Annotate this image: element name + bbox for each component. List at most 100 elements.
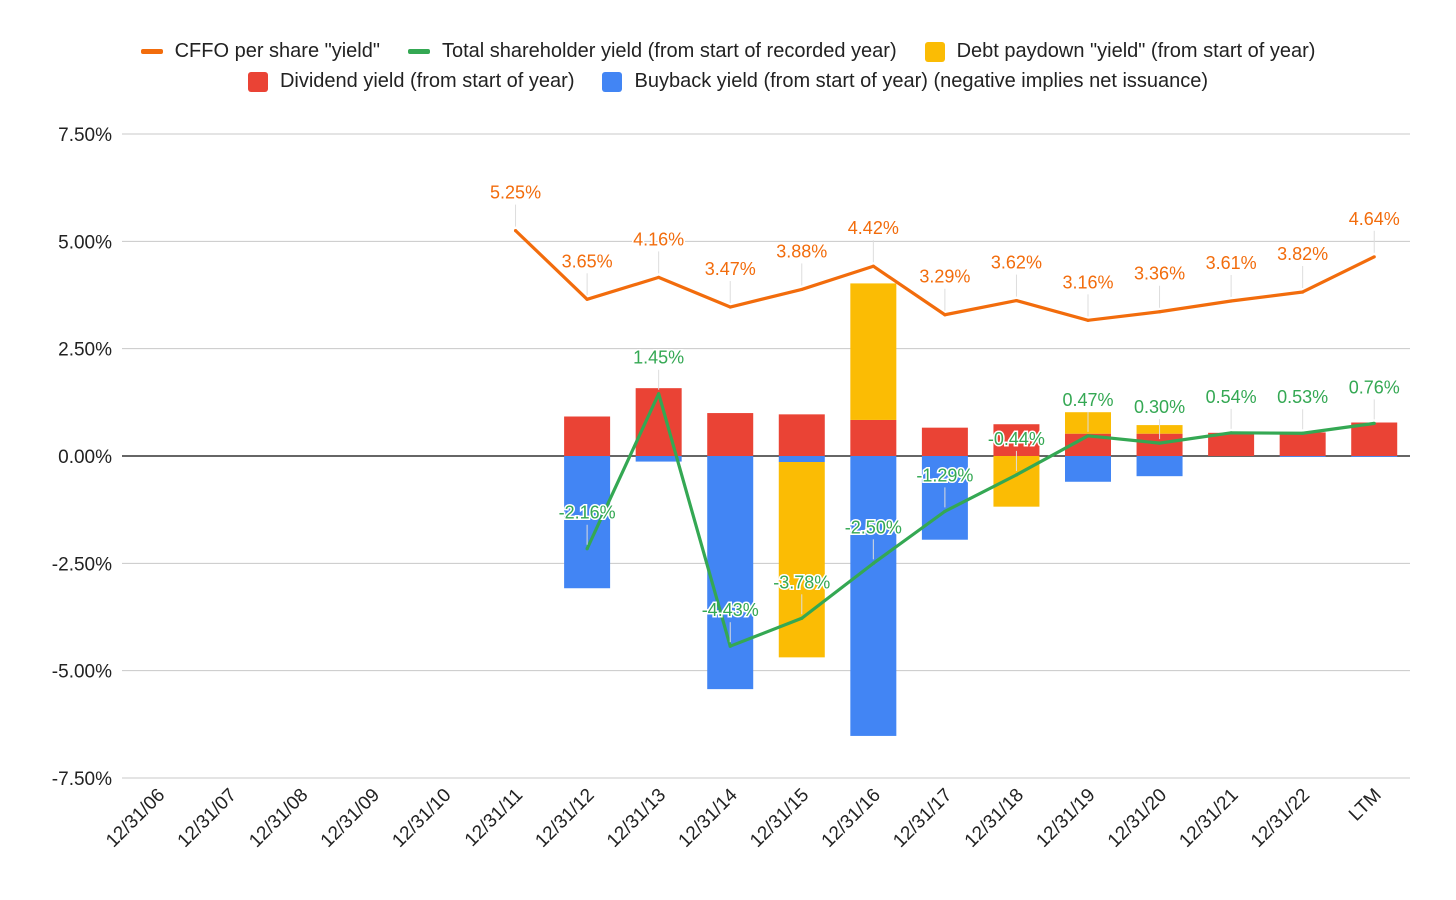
- data-label-cffo: 3.65%: [562, 251, 613, 271]
- legend-row-2: Dividend yield (from start of year) Buyb…: [0, 70, 1456, 93]
- point-cffo: [513, 229, 518, 233]
- data-label-cffo: 3.61%: [1206, 253, 1257, 273]
- bar-dividend: [921, 427, 968, 456]
- bar-buyback: [707, 456, 754, 690]
- data-label-cffo: 4.42%: [848, 218, 899, 238]
- point-cffo: [943, 313, 947, 317]
- data-label-cffo: 3.88%: [776, 241, 827, 261]
- data-label-cffo: 3.29%: [919, 267, 970, 287]
- legend-item-debt[interactable]: Debt paydown "yield" (from start of year…: [924, 40, 1316, 63]
- bar-dividend: [993, 424, 1040, 456]
- point-total: [1157, 441, 1162, 445]
- bars-group: [564, 283, 1398, 736]
- bar-buyback: [1279, 456, 1326, 457]
- bar-dividend: [707, 413, 754, 456]
- data-label-total: -2.16%: [559, 503, 616, 523]
- x-tick-label: 12/31/07: [174, 785, 241, 852]
- x-tick-label: 12/31/06: [102, 785, 169, 852]
- point-total: [871, 561, 875, 565]
- legend-item-cffo[interactable]: CFFO per share "yield": [140, 40, 380, 63]
- bar-buyback: [1351, 456, 1398, 457]
- x-tick-label: 12/31/20: [1104, 785, 1171, 852]
- x-tick-label: LTM: [1345, 785, 1386, 826]
- point-total: [800, 616, 804, 620]
- data-label-cffo: 4.16%: [633, 229, 684, 249]
- data-label-total: 1.45%: [633, 348, 684, 368]
- point-total: [657, 392, 661, 396]
- x-tick-label: 12/31/15: [746, 785, 813, 852]
- legend-label-debt: Debt paydown "yield" (from start of year…: [956, 40, 1316, 62]
- legend-swatch-cffo: [140, 49, 163, 54]
- legend-item-total[interactable]: Total shareholder yield (from start of r…: [407, 40, 897, 63]
- x-tick-label: 12/31/08: [245, 785, 312, 852]
- data-label-total: -2.50%: [845, 517, 902, 537]
- data-label-total: 0.53%: [1277, 387, 1328, 407]
- point-cffo: [1014, 298, 1019, 303]
- legend-item-buyback[interactable]: Buyback yield (from start of year) (nega…: [602, 70, 1208, 93]
- data-label-cffo: 3.47%: [705, 259, 756, 279]
- legend-row-1: CFFO per share "yield" Total shareholder…: [0, 40, 1456, 63]
- bar-debt: [850, 283, 897, 420]
- point-cffo: [871, 264, 875, 268]
- bar-buyback: [778, 456, 825, 463]
- bar-dividend: [778, 414, 825, 456]
- point-cffo: [1157, 310, 1162, 314]
- data-label-total: -0.44%: [988, 429, 1045, 449]
- data-label-total: -1.29%: [916, 465, 973, 485]
- y-tick-label: 2.50%: [58, 340, 112, 361]
- point-total: [1014, 473, 1019, 477]
- x-tick-label: 12/31/11: [461, 785, 527, 851]
- line-total: [585, 392, 1375, 648]
- x-tick-label: 12/31/14: [675, 784, 742, 851]
- legend-swatch-debt: [924, 41, 945, 62]
- data-label-total: 0.76%: [1349, 377, 1400, 397]
- point-cffo: [800, 287, 804, 292]
- y-tick-label: -7.50%: [52, 769, 112, 790]
- x-tick-label: 12/31/22: [1247, 785, 1314, 852]
- data-label-cffo: 3.82%: [1277, 244, 1328, 264]
- legend-label-buyback: Buyback yield (from start of year) (nega…: [634, 70, 1209, 92]
- data-label-total: 0.54%: [1206, 387, 1257, 407]
- point-cffo: [585, 297, 589, 301]
- bar-debt: [778, 462, 825, 658]
- point-total: [1372, 421, 1376, 425]
- bar-buyback: [850, 456, 897, 736]
- x-tick-label: 12/31/09: [317, 785, 384, 852]
- data-label-total: 0.47%: [1062, 390, 1113, 410]
- y-tick-label: 0.00%: [58, 447, 112, 468]
- legend-swatch-buyback: [602, 71, 623, 92]
- data-label-total: 0.30%: [1134, 397, 1185, 417]
- x-tick-label: 12/31/12: [531, 785, 598, 852]
- point-total: [1301, 431, 1305, 435]
- point-cffo: [1086, 318, 1090, 322]
- data-label-total: -4.43%: [702, 600, 759, 620]
- y-tick-label: 5.00%: [58, 232, 112, 253]
- bar-buyback: [564, 456, 611, 589]
- y-tick-label: 7.50%: [58, 125, 112, 146]
- point-total: [943, 509, 947, 513]
- bar-buyback: [635, 456, 682, 462]
- point-total: [1229, 431, 1233, 435]
- legend-label-total: Total shareholder yield (from start of r…: [441, 40, 897, 62]
- bar-buyback: [1065, 456, 1111, 482]
- point-cffo: [657, 275, 661, 279]
- data-label-cffo: 3.62%: [991, 253, 1042, 273]
- x-tick-label: 12/31/21: [1175, 785, 1242, 852]
- y-tick-label: -5.00%: [52, 662, 112, 683]
- point-total: [1086, 434, 1090, 438]
- x-tick-label: 12/31/18: [961, 785, 1028, 852]
- point-cffo: [728, 305, 732, 309]
- legend-item-dividend[interactable]: Dividend yield (from start of year): [247, 70, 575, 93]
- x-tick-label: 12/31/17: [889, 785, 956, 852]
- x-tick-label: 12/31/13: [603, 785, 670, 852]
- point-cffo: [1301, 290, 1305, 294]
- bar-dividend: [1136, 433, 1183, 456]
- point-total: [585, 547, 589, 551]
- bar-dividend: [1279, 432, 1326, 456]
- bar-dividend: [1065, 433, 1111, 456]
- legend-label-dividend: Dividend yield (from start of year): [279, 70, 575, 92]
- bar-dividend: [1351, 422, 1398, 456]
- legend-swatch-dividend: [247, 71, 268, 92]
